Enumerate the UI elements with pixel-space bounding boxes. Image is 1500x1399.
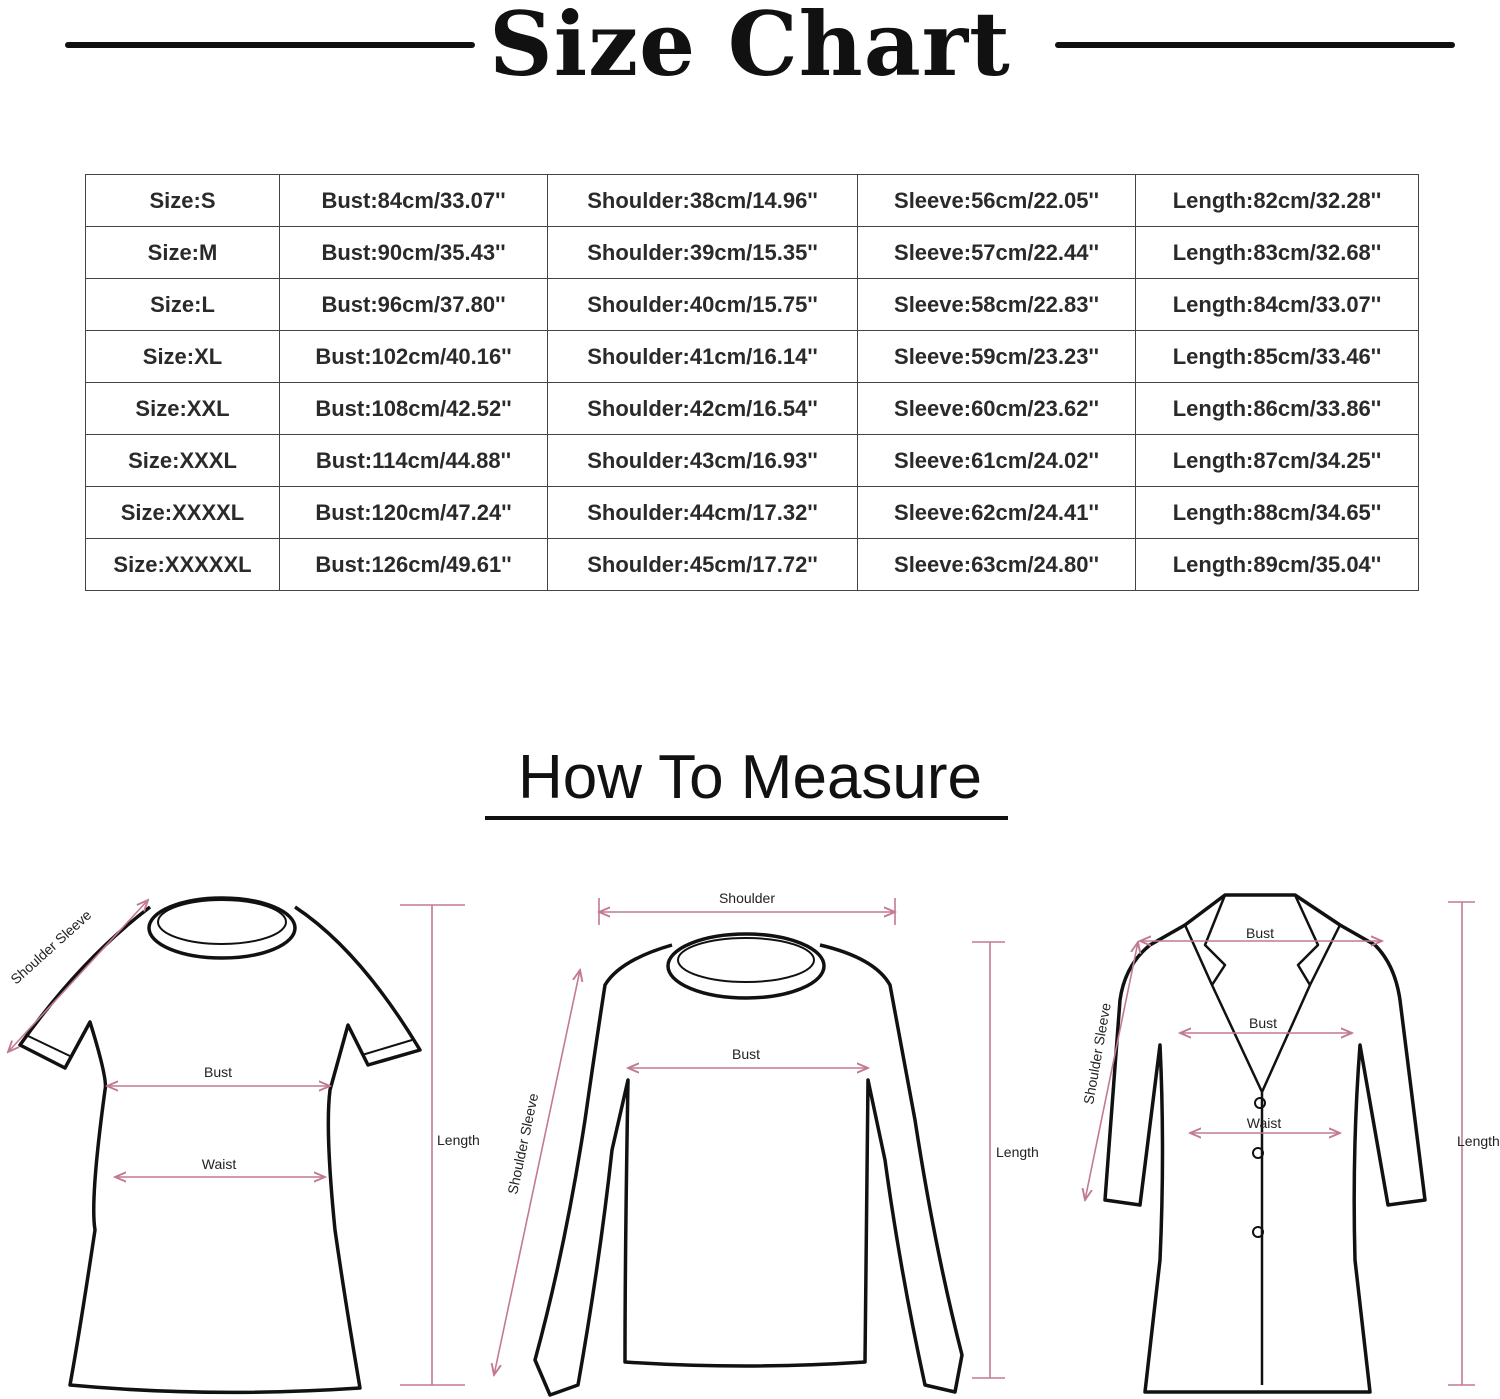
sweater-diagram bbox=[533, 932, 964, 1397]
tshirt-waist-label: Waist bbox=[202, 1156, 237, 1172]
how-to-measure-underline bbox=[485, 816, 1008, 820]
title-rule-right bbox=[1055, 42, 1455, 48]
cell-shoulder: Shoulder:38cm/14.96'' bbox=[547, 174, 858, 227]
table-row: Size:XXXL Bust:114cm/44.88'' Shoulder:43cm… bbox=[85, 434, 1419, 487]
coat-lapels bbox=[1183, 894, 1342, 1385]
cell-shoulder: Shoulder:45cm/17.72'' bbox=[547, 538, 858, 591]
cell-shoulder: Shoulder:39cm/15.35'' bbox=[547, 226, 858, 279]
cell-sleeve: Sleeve:61cm/24.02'' bbox=[857, 434, 1136, 487]
cell-bust: Bust:90cm/35.43'' bbox=[279, 226, 548, 279]
how-to-measure-title: How To Measure bbox=[517, 743, 983, 812]
cell-size: Size:L bbox=[85, 278, 280, 331]
cell-bust: Bust:96cm/37.80'' bbox=[279, 278, 548, 331]
coat-outline bbox=[1103, 893, 1427, 1394]
cell-sleeve: Sleeve:62cm/24.41'' bbox=[857, 486, 1136, 539]
cell-bust: Bust:84cm/33.07'' bbox=[279, 174, 548, 227]
page-title: Size Chart bbox=[489, 0, 1011, 96]
table-row: Size:XXL Bust:108cm/42.52'' Shoulder:42cm/… bbox=[85, 382, 1419, 435]
sweater-collar bbox=[666, 932, 826, 1000]
cell-shoulder: Shoulder:44cm/17.32'' bbox=[547, 486, 858, 539]
cell-bust: Bust:108cm/42.52'' bbox=[279, 382, 548, 435]
cell-length: Length:87cm/34.25'' bbox=[1135, 434, 1419, 487]
coat-length-label: Length bbox=[1457, 1133, 1500, 1149]
table-row: Size:M Bust:90cm/35.43'' Shoulder:39cm/15.… bbox=[85, 226, 1419, 279]
coat-bust-label: Bust bbox=[1249, 1015, 1277, 1031]
cell-bust: Bust:126cm/49.61'' bbox=[279, 538, 548, 591]
cell-size: Size:XXXXXL bbox=[85, 538, 280, 591]
tshirt-collar bbox=[147, 896, 297, 960]
coat-waist-label: Waist bbox=[1247, 1115, 1282, 1131]
cell-sleeve: Sleeve:58cm/22.83'' bbox=[857, 278, 1136, 331]
sweater-shoulder-label: Shoulder bbox=[719, 890, 775, 906]
cell-length: Length:84cm/33.07'' bbox=[1135, 278, 1419, 331]
sweater-outline bbox=[533, 943, 964, 1397]
tshirt-diagram bbox=[18, 896, 422, 1395]
cell-shoulder: Shoulder:42cm/16.54'' bbox=[547, 382, 858, 435]
cell-size: Size:XXL bbox=[85, 382, 280, 435]
coat-diagram bbox=[1103, 893, 1427, 1394]
table-row: Size:XXXXXL Bust:126cm/49.61'' Shoulder:45… bbox=[85, 538, 1419, 591]
cell-bust: Bust:114cm/44.88'' bbox=[279, 434, 548, 487]
cell-length: Length:89cm/35.04'' bbox=[1135, 538, 1419, 591]
cell-bust: Bust:120cm/47.24'' bbox=[279, 486, 548, 539]
tshirt-shoulder-sleeve-label: Shoulder Sleeve bbox=[7, 906, 94, 987]
cell-sleeve: Sleeve:63cm/24.80'' bbox=[857, 538, 1136, 591]
cell-length: Length:82cm/32.28'' bbox=[1135, 174, 1419, 227]
cell-sleeve: Sleeve:57cm/22.44'' bbox=[857, 226, 1136, 279]
cell-length: Length:83cm/32.68'' bbox=[1135, 226, 1419, 279]
cell-shoulder: Shoulder:40cm/15.75'' bbox=[547, 278, 858, 331]
cell-shoulder: Shoulder:43cm/16.93'' bbox=[547, 434, 858, 487]
cell-sleeve: Sleeve:56cm/22.05'' bbox=[857, 174, 1136, 227]
cell-size: Size:XL bbox=[85, 330, 280, 383]
sweater-bust-label: Bust bbox=[732, 1046, 760, 1062]
cell-length: Length:86cm/33.86'' bbox=[1135, 382, 1419, 435]
cell-sleeve: Sleeve:60cm/23.62'' bbox=[857, 382, 1136, 435]
coat-shoulder-sleeve-label: Shoulder Sleeve bbox=[1080, 1001, 1114, 1105]
coat-bust-top-label: Bust bbox=[1246, 925, 1274, 941]
table-row: Size:S Bust:84cm/33.07'' Shoulder:38cm/14.… bbox=[85, 174, 1419, 227]
table-row: Size:XL Bust:102cm/40.16'' Shoulder:41cm/1… bbox=[85, 330, 1419, 383]
table-row: Size:L Bust:96cm/37.80'' Shoulder:40cm/15.… bbox=[85, 278, 1419, 331]
title-rule-left bbox=[65, 42, 475, 48]
tshirt-length-label: Length bbox=[437, 1132, 480, 1148]
size-table: Size:S Bust:84cm/33.07'' Shoulder:38cm/14.… bbox=[85, 174, 1419, 591]
cell-sleeve: Sleeve:59cm/23.23'' bbox=[857, 330, 1136, 383]
sweater-length-label: Length bbox=[996, 1144, 1039, 1160]
tshirt-outline bbox=[18, 905, 422, 1395]
cell-bust: Bust:102cm/40.16'' bbox=[279, 330, 548, 383]
cell-length: Length:85cm/33.46'' bbox=[1135, 330, 1419, 383]
tshirt-bust-label: Bust bbox=[204, 1064, 232, 1080]
